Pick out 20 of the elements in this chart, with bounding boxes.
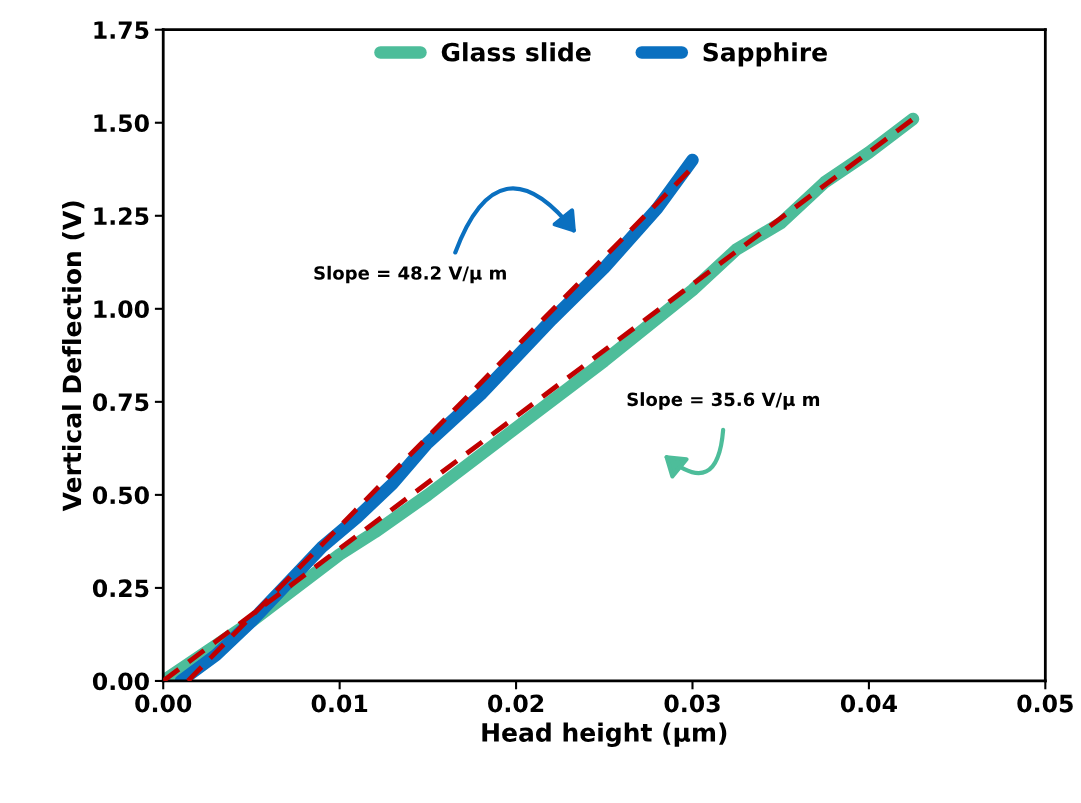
x-tick-label: 0.05 bbox=[1017, 694, 1073, 713]
x-tick-label: 0.03 bbox=[664, 694, 720, 713]
y-axis-title: Vertical Deflection (V) bbox=[62, 201, 85, 512]
annotation: Slope = 35.6 V/μ m bbox=[627, 392, 820, 410]
legend-label: Sapphire bbox=[703, 42, 827, 67]
y-tick-label: 1.75 bbox=[94, 21, 149, 40]
x-tick-label: 0.04 bbox=[840, 694, 897, 713]
x-tick-label: 0.02 bbox=[488, 694, 544, 713]
y-tick-label: 0.75 bbox=[92, 393, 149, 412]
y-tick-label: 0.00 bbox=[92, 672, 149, 691]
y-tick-label: 0.25 bbox=[92, 579, 149, 598]
x-tick-label: 0.00 bbox=[135, 694, 192, 713]
y-tick-label: 0.50 bbox=[92, 486, 149, 505]
y-tick-label: 1.50 bbox=[94, 114, 149, 133]
legend-label: Glass slide bbox=[441, 42, 591, 62]
y-tick-label: 1.00 bbox=[94, 300, 149, 319]
x-axis-title: Head height (μm) bbox=[482, 722, 727, 747]
x-tick-label: 0.01 bbox=[311, 694, 368, 713]
y-tick-label: 1.25 bbox=[94, 207, 149, 226]
annotation: Slope = 48.2 V/μ m bbox=[314, 265, 506, 284]
